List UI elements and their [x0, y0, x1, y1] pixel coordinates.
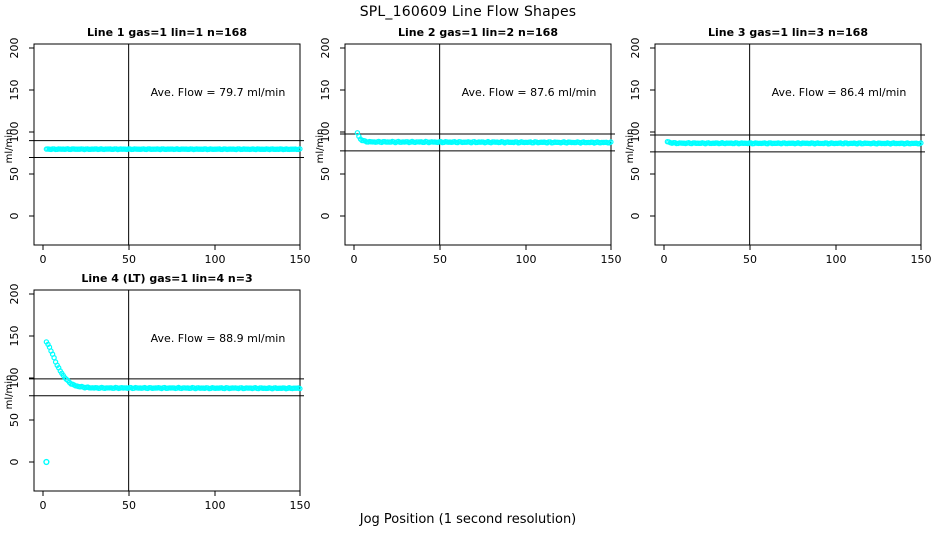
x-tick-label: 0	[40, 499, 47, 512]
y-axis-label: ml/min	[625, 129, 636, 164]
y-axis-ticks: 200 150 100 50 0	[319, 38, 345, 220]
x-tick-label: 150	[911, 253, 932, 266]
plot-line2: Line 2 gas=1 lin=2 n=168 200 150 100 50 …	[315, 26, 622, 266]
x-axis-global-label: Jog Position (1 second resolution)	[359, 512, 577, 527]
y-tick-label: 150	[319, 80, 332, 101]
data-points-layer	[29, 44, 304, 245]
y-tick-label: 100	[8, 368, 21, 389]
plot-line4: Line 4 (LT) gas=1 lin=4 n=3 200 150 100 …	[4, 272, 311, 512]
y-tick-label: 200	[629, 38, 642, 59]
x-tick-label: 0	[351, 253, 358, 266]
x-axis-ticks: 0 50 100 150	[351, 245, 622, 266]
x-tick-label: 100	[826, 253, 847, 266]
ave-flow-annotation: Ave. Flow = 87.6 ml/min	[462, 86, 597, 99]
y-axis-ticks: 200 150 100 50 0	[8, 284, 34, 466]
y-tick-label: 0	[319, 213, 332, 220]
panel-line3: Line 3 gas=1 lin=3 n=168 200 150 100 50 …	[621, 24, 933, 272]
panel-line2: Line 2 gas=1 lin=2 n=168 200 150 100 50 …	[311, 24, 623, 272]
ave-flow-annotation: Ave. Flow = 79.7 ml/min	[151, 86, 286, 99]
y-tick-label: 0	[8, 459, 21, 466]
x-tick-label: 100	[205, 499, 226, 512]
x-tick-label: 50	[122, 499, 136, 512]
y-axis-label: ml/min	[4, 375, 15, 410]
y-axis-ticks: 200 150 100 50 0	[8, 38, 34, 220]
x-tick-label: 100	[205, 253, 226, 266]
y-axis-label: ml/min	[4, 129, 15, 164]
panel-title: Line 3 gas=1 lin=3 n=168	[708, 26, 868, 39]
x-tick-label: 50	[433, 253, 447, 266]
y-tick-label: 50	[629, 167, 642, 181]
plot-line1: Line 1 gas=1 lin=1 n=168 200 150 100 50 …	[4, 26, 311, 266]
plot-line3: Line 3 gas=1 lin=3 n=168 200 150 100 50 …	[625, 26, 932, 266]
x-tick-label: 50	[122, 253, 136, 266]
plot-box	[33, 43, 301, 246]
y-tick-label: 150	[629, 80, 642, 101]
x-tick-label: 150	[601, 253, 622, 266]
y-tick-label: 50	[8, 167, 21, 181]
ave-flow-annotation: Ave. Flow = 86.4 ml/min	[772, 86, 907, 99]
ave-flow-annotation: Ave. Flow = 88.9 ml/min	[151, 332, 286, 345]
y-tick-label: 100	[319, 122, 332, 143]
data-points-layer	[650, 44, 925, 245]
y-tick-label: 100	[8, 122, 21, 143]
y-tick-label: 150	[8, 326, 21, 347]
y-tick-label: 200	[8, 284, 21, 305]
y-tick-label: 0	[629, 213, 642, 220]
x-axis-ticks: 0 50 100 150	[40, 245, 311, 266]
y-tick-label: 200	[319, 38, 332, 59]
x-tick-label: 50	[743, 253, 757, 266]
x-tick-label: 150	[290, 253, 311, 266]
y-axis-label: ml/min	[315, 129, 326, 164]
panel-line4: Line 4 (LT) gas=1 lin=4 n=3 200 150 100 …	[0, 270, 312, 518]
panel-title: Line 2 gas=1 lin=2 n=168	[398, 26, 558, 39]
x-tick-label: 150	[290, 499, 311, 512]
y-tick-label: 100	[629, 122, 642, 143]
panel-line1: Line 1 gas=1 lin=1 n=168 200 150 100 50 …	[0, 24, 312, 272]
panel-title: Line 4 (LT) gas=1 lin=4 n=3	[81, 272, 252, 285]
y-tick-label: 50	[319, 167, 332, 181]
x-axis-ticks: 0 50 100 150	[40, 491, 311, 512]
figure-title: SPL_160609 Line Flow Shapes	[359, 4, 577, 20]
y-tick-label: 50	[8, 413, 21, 427]
x-axis-ticks: 0 50 100 150	[661, 245, 932, 266]
x-tick-label: 100	[516, 253, 537, 266]
panel-title: Line 1 gas=1 lin=1 n=168	[87, 26, 247, 39]
data-points-layer	[29, 290, 304, 491]
y-tick-label: 0	[8, 213, 21, 220]
x-tick-label: 0	[40, 253, 47, 266]
data-points-layer	[340, 44, 615, 245]
x-tick-label: 0	[661, 253, 668, 266]
y-tick-label: 150	[8, 80, 21, 101]
y-tick-label: 200	[8, 38, 21, 59]
y-axis-ticks: 200 150 100 50 0	[629, 38, 655, 220]
